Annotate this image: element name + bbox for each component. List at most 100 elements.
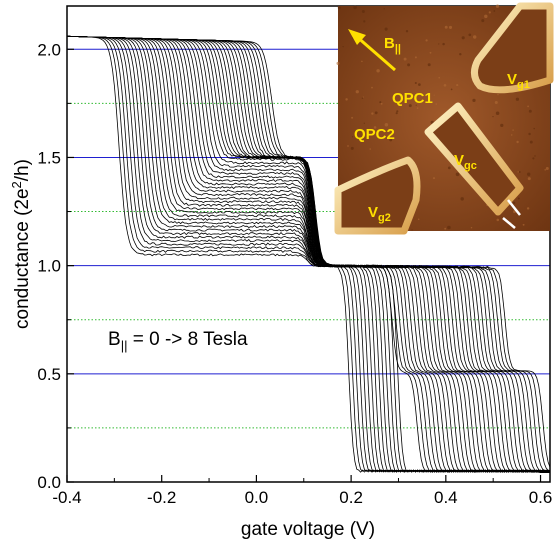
inset-speck: [492, 115, 494, 118]
b-field-arrowhead: [348, 29, 366, 45]
inset-speck: [528, 132, 531, 136]
inset-speck: [429, 51, 432, 54]
inset-speck: [517, 171, 519, 173]
inset-speck: [447, 225, 451, 230]
inset-speck: [516, 140, 519, 144]
trace-44: [67, 35, 550, 468]
inset-speck: [361, 60, 363, 63]
inset-speck: [353, 5, 357, 10]
inset-speck: [414, 56, 417, 59]
field-annotation: B|| = 0 -> 8 Tesla: [108, 329, 248, 353]
label-qpc1: QPC1: [392, 90, 433, 107]
inset-speck: [403, 57, 407, 61]
inset-speck: [351, 116, 354, 119]
inset-speck: [468, 33, 472, 37]
x-tick-label-4: 0.4: [434, 488, 458, 507]
inset-speck: [342, 45, 344, 48]
inset-speck: [396, 110, 399, 113]
inset-speck: [526, 207, 530, 210]
inset-speck: [510, 134, 513, 136]
device-micrograph-inset: B|| QPC1 QPC2 Vg1 Vgc Vg2: [334, 2, 554, 235]
inset-speck: [379, 101, 382, 104]
inset-speck: [527, 172, 531, 176]
inset-speck: [345, 98, 348, 101]
inset-speck: [447, 166, 451, 170]
inset-speck: [472, 35, 477, 39]
inset-speck: [384, 27, 388, 31]
inset-speck: [528, 109, 532, 113]
inset-speck: [459, 52, 462, 56]
y-axis-title-end: /h): [12, 159, 33, 181]
inset-speck: [532, 157, 535, 160]
label-vg2-main: V: [368, 204, 378, 221]
inset-speck: [363, 122, 365, 124]
gate-vg2: [334, 156, 421, 235]
b-field-arrow: [355, 34, 396, 72]
inset-speck: [496, 218, 500, 222]
inset-speck: [488, 11, 491, 14]
annotation-b: B: [108, 329, 121, 350]
label-b-main: B: [384, 35, 395, 52]
inset-speck: [374, 111, 378, 115]
inset-speck: [545, 166, 549, 171]
inset-speck: [438, 43, 440, 45]
x-tick-label-0: -0.4: [52, 488, 81, 507]
inset-speck: [361, 10, 365, 13]
x-axis-title: gate voltage (V): [241, 519, 375, 540]
inset-speck: [418, 83, 421, 86]
inset-speck: [373, 126, 377, 129]
y-tick-label-1: 0.5: [37, 365, 61, 384]
inset-speck: [456, 84, 459, 87]
inset-speck: [529, 140, 533, 144]
inset-speck: [534, 155, 536, 157]
inset-speck: [448, 25, 453, 29]
inset-speck: [522, 223, 525, 226]
inset-speck: [415, 104, 417, 106]
y-axis-title-main: conductance (2e: [12, 188, 33, 329]
y-axis-title: conductance (2e2/h): [9, 159, 33, 329]
inset-speck: [443, 83, 447, 87]
inset-speck: [380, 102, 383, 105]
plot-frame: [66, 5, 551, 483]
label-vgc-sub: gc: [464, 160, 477, 172]
inset-speck: [376, 69, 380, 73]
gate-vgc-lead: [507, 199, 521, 216]
inset-speck: [371, 112, 374, 115]
annotation-sub: ||: [121, 338, 128, 353]
label-qpc2: QPC2: [354, 126, 395, 143]
inset-speck: [411, 229, 413, 231]
inset-speck: [518, 171, 521, 173]
inset-speck: [405, 30, 409, 33]
inset-speck: [484, 14, 488, 19]
gate-vgc: [424, 102, 524, 216]
inset-speck: [369, 148, 371, 150]
inset-speck: [397, 52, 400, 55]
label-vg2-sub: g2: [378, 212, 391, 224]
y-tick-label-2: 1.0: [37, 257, 61, 276]
x-tick-label-5: 0.6: [529, 488, 553, 507]
inset-speck: [455, 172, 460, 177]
label-vg1-sub: g1: [517, 79, 530, 91]
inset-speck: [460, 197, 464, 201]
inset-speck: [461, 36, 465, 40]
inset-speck: [544, 169, 546, 171]
gate-vg1: [471, 2, 554, 94]
inset-speck: [470, 226, 473, 229]
inset-speck: [351, 136, 354, 138]
inset-speck: [442, 42, 445, 46]
inset-speck: [347, 145, 349, 147]
inset-speck: [433, 94, 435, 96]
inset-speck: [336, 61, 340, 65]
inset-speck: [497, 93, 499, 96]
inset-speck: [500, 123, 504, 128]
label-vg1-main: V: [507, 71, 517, 88]
label-vgc-main: V: [454, 152, 464, 169]
inset-speck: [427, 63, 431, 67]
inset-speck: [371, 86, 373, 89]
inset-speck: [416, 107, 419, 109]
inset-speck: [337, 6, 341, 10]
inset-speck: [383, 8, 385, 10]
label-vg1: Vg1: [507, 71, 530, 91]
label-b-sub: ||: [395, 43, 401, 55]
inset-speck: [425, 39, 428, 42]
